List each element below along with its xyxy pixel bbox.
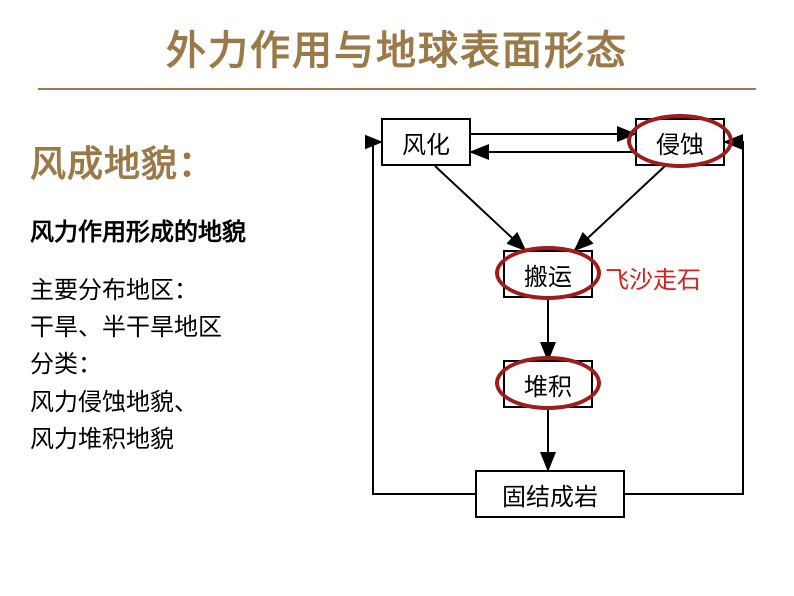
subtitle-desc-text: 风力作用形成的地貌 [30, 219, 246, 246]
node-gujie: 固结成岩 [475, 470, 625, 518]
highlight-qinshi [627, 114, 733, 168]
highlight-duiji [495, 356, 601, 410]
annotation-label: 飞沙走石 [605, 260, 701, 295]
node-fenghua: 风化 [381, 118, 471, 166]
edge-gujie-qinshi [625, 142, 743, 494]
body-text: 主要分布地区：干旱、半干旱地区分类：风力侵蚀地貌、风力堆积地貌 [30, 272, 246, 458]
edge-qinshi-banyun [575, 166, 665, 250]
body-line: 干旱、半干旱地区 [30, 309, 246, 346]
subtitle: 风成地貌： [30, 135, 246, 187]
highlight-banyun [495, 246, 601, 300]
edge-fenghua-banyun [435, 166, 525, 250]
left-panel: 风成地貌： 风力作用形成的地貌 主要分布地区：干旱、半干旱地区分类：风力侵蚀地貌… [30, 135, 246, 458]
body-line: 风力堆积地貌 [30, 421, 246, 458]
subtitle-description: 风力作用形成的地貌 [30, 212, 246, 247]
title-underline [38, 88, 756, 90]
body-line: 主要分布地区： [30, 272, 246, 309]
page-title: 外力作用与地球表面形态 [0, 0, 794, 76]
flowchart-diagram: 风化侵蚀搬运堆积固结成岩飞沙走石 [365, 110, 775, 580]
edge-gujie-fenghua [373, 142, 475, 494]
title-text: 外力作用与地球表面形态 [166, 29, 628, 73]
body-line: 风力侵蚀地貌、 [30, 384, 246, 421]
subtitle-text: 风成地貌： [30, 143, 215, 184]
body-line: 分类： [30, 346, 246, 383]
